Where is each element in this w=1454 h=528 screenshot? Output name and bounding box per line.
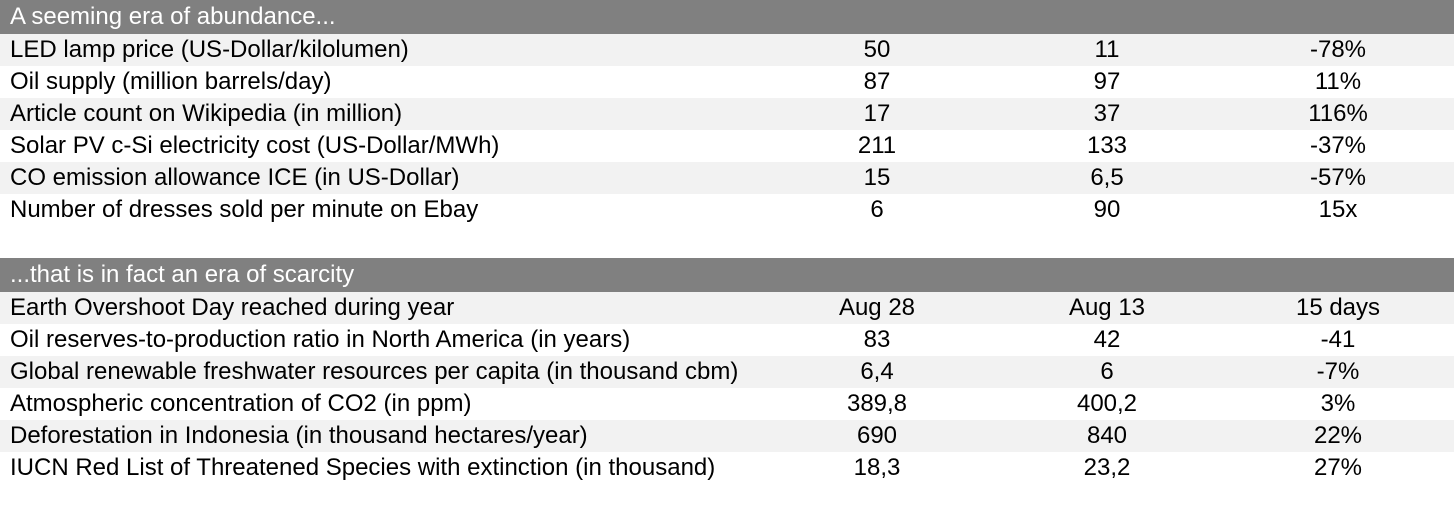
row-value-1: 87 bbox=[762, 66, 992, 98]
table-row: CO emission allowance ICE (in US-Dollar)… bbox=[0, 162, 1454, 194]
row-value-3: 15 days bbox=[1222, 292, 1454, 324]
row-value-2: Aug 13 bbox=[992, 292, 1222, 324]
row-label: LED lamp price (US-Dollar/kilolumen) bbox=[0, 34, 762, 66]
table-row: Global renewable freshwater resources pe… bbox=[0, 356, 1454, 388]
table-row: Earth Overshoot Day reached during yearA… bbox=[0, 292, 1454, 324]
row-value-1: 6 bbox=[762, 194, 992, 226]
row-value-2: 400,2 bbox=[992, 388, 1222, 420]
row-label: IUCN Red List of Threatened Species with… bbox=[0, 452, 762, 484]
row-value-3: 22% bbox=[1222, 420, 1454, 452]
row-value-3: 15x bbox=[1222, 194, 1454, 226]
row-value-2: 6 bbox=[992, 356, 1222, 388]
row-value-3: -57% bbox=[1222, 162, 1454, 194]
comparison-table: A seeming era of abundance...LED lamp pr… bbox=[0, 0, 1454, 484]
row-label: Solar PV c-Si electricity cost (US-Dolla… bbox=[0, 130, 762, 162]
row-value-2: 23,2 bbox=[992, 452, 1222, 484]
row-value-2: 90 bbox=[992, 194, 1222, 226]
table-row: LED lamp price (US-Dollar/kilolumen)5011… bbox=[0, 34, 1454, 66]
section-title: ...that is in fact an era of scarcity bbox=[0, 258, 1454, 292]
section-header: ...that is in fact an era of scarcity bbox=[0, 258, 1454, 292]
row-label: Earth Overshoot Day reached during year bbox=[0, 292, 762, 324]
row-value-2: 37 bbox=[992, 98, 1222, 130]
table-row: Number of dresses sold per minute on Eba… bbox=[0, 194, 1454, 226]
row-value-3: -78% bbox=[1222, 34, 1454, 66]
row-value-1: 18,3 bbox=[762, 452, 992, 484]
section-spacer bbox=[0, 226, 1454, 258]
row-value-3: 11% bbox=[1222, 66, 1454, 98]
row-value-1: Aug 28 bbox=[762, 292, 992, 324]
row-value-1: 389,8 bbox=[762, 388, 992, 420]
section-header: A seeming era of abundance... bbox=[0, 0, 1454, 34]
row-value-1: 83 bbox=[762, 324, 992, 356]
row-value-1: 690 bbox=[762, 420, 992, 452]
row-value-2: 97 bbox=[992, 66, 1222, 98]
row-value-3: 27% bbox=[1222, 452, 1454, 484]
row-label: CO emission allowance ICE (in US-Dollar) bbox=[0, 162, 762, 194]
row-value-2: 42 bbox=[992, 324, 1222, 356]
table-row: Deforestation in Indonesia (in thousand … bbox=[0, 420, 1454, 452]
row-label: Global renewable freshwater resources pe… bbox=[0, 356, 762, 388]
comparison-table-container: A seeming era of abundance...LED lamp pr… bbox=[0, 0, 1454, 484]
table-row: Article count on Wikipedia (in million)1… bbox=[0, 98, 1454, 130]
table-row: IUCN Red List of Threatened Species with… bbox=[0, 452, 1454, 484]
row-value-1: 15 bbox=[762, 162, 992, 194]
row-value-3: -37% bbox=[1222, 130, 1454, 162]
row-label: Deforestation in Indonesia (in thousand … bbox=[0, 420, 762, 452]
row-value-1: 211 bbox=[762, 130, 992, 162]
table-row: Oil supply (million barrels/day)879711% bbox=[0, 66, 1454, 98]
table-row: Atmospheric concentration of CO2 (in ppm… bbox=[0, 388, 1454, 420]
row-value-2: 6,5 bbox=[992, 162, 1222, 194]
row-value-1: 50 bbox=[762, 34, 992, 66]
row-label: Atmospheric concentration of CO2 (in ppm… bbox=[0, 388, 762, 420]
row-value-1: 17 bbox=[762, 98, 992, 130]
row-value-3: -7% bbox=[1222, 356, 1454, 388]
row-value-3: -41 bbox=[1222, 324, 1454, 356]
table-row: Solar PV c-Si electricity cost (US-Dolla… bbox=[0, 130, 1454, 162]
row-label: Oil supply (million barrels/day) bbox=[0, 66, 762, 98]
table-row: Oil reserves-to-production ratio in Nort… bbox=[0, 324, 1454, 356]
row-value-3: 116% bbox=[1222, 98, 1454, 130]
row-value-2: 840 bbox=[992, 420, 1222, 452]
row-value-2: 11 bbox=[992, 34, 1222, 66]
row-label: Article count on Wikipedia (in million) bbox=[0, 98, 762, 130]
row-value-2: 133 bbox=[992, 130, 1222, 162]
row-label: Oil reserves-to-production ratio in Nort… bbox=[0, 324, 762, 356]
section-title: A seeming era of abundance... bbox=[0, 0, 1454, 34]
row-label: Number of dresses sold per minute on Eba… bbox=[0, 194, 762, 226]
row-value-3: 3% bbox=[1222, 388, 1454, 420]
row-value-1: 6,4 bbox=[762, 356, 992, 388]
